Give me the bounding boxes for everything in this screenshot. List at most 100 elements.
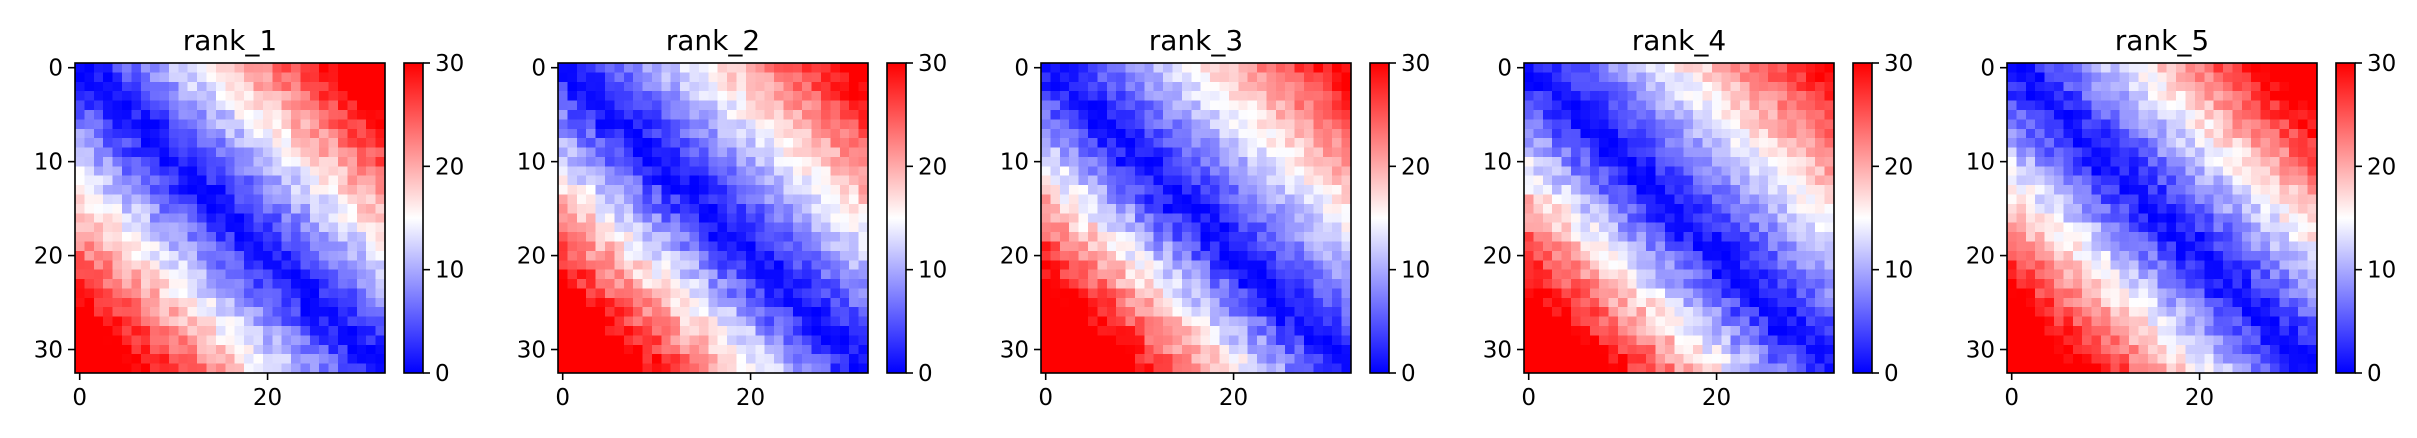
heatmap-cell (1524, 269, 1534, 280)
heatmap-cell (1041, 109, 1051, 120)
heatmap-cell (1702, 354, 1713, 365)
heatmap-cell (1617, 326, 1628, 337)
heatmap-cell (1674, 138, 1685, 149)
heatmap-cell (1294, 316, 1305, 327)
heatmap-cell (103, 156, 114, 167)
heatmap-cell (1749, 91, 1760, 102)
heatmap-cell (661, 213, 672, 224)
heatmap-cell (576, 138, 587, 149)
heatmap-cell (830, 222, 841, 233)
heatmap-cell (1304, 326, 1315, 337)
heatmap-cell (783, 166, 794, 177)
heatmap-cell (783, 363, 794, 374)
heatmap-cell (1524, 166, 1534, 177)
heatmap-cell (1313, 326, 1324, 337)
heatmap-cell (1181, 72, 1192, 83)
heatmap-cell (1542, 363, 1553, 374)
heatmap-cell (309, 185, 320, 196)
heatmap-cell (1655, 213, 1666, 224)
heatmap-cell (576, 260, 587, 271)
heatmap-cell (253, 156, 264, 167)
heatmap-cell (2232, 128, 2243, 139)
heatmap-cell (1285, 307, 1296, 318)
heatmap-cell (1304, 175, 1315, 186)
heatmap-cell (112, 307, 123, 318)
heatmap-cell (187, 232, 198, 243)
heatmap-cell (792, 185, 803, 196)
heatmap-cell (103, 109, 114, 120)
heatmap-cell (1683, 194, 1694, 205)
heatmap-cell (717, 297, 728, 308)
heatmap-cell (1332, 297, 1343, 308)
heatmap-cell (698, 335, 709, 346)
heatmap-cell (1087, 166, 1098, 177)
heatmap-cell (1097, 279, 1108, 290)
heatmap-cell (802, 175, 813, 186)
heatmap-cell (1304, 128, 1315, 139)
heatmap-cell (849, 128, 860, 139)
heatmap-cell (1257, 335, 1268, 346)
heatmap-cell (1134, 147, 1145, 158)
heatmap-cell (1125, 63, 1136, 73)
heatmap-cell (2279, 138, 2290, 149)
heatmap-cell (1059, 203, 1070, 214)
heatmap-cell (197, 363, 208, 374)
heatmap-cell (206, 128, 217, 139)
heatmap-cell (2298, 175, 2309, 186)
heatmap-cell (159, 307, 170, 318)
heatmap-cell (1191, 91, 1202, 102)
heatmap-cell (1702, 194, 1713, 205)
heatmap-cell (159, 363, 170, 374)
heatmap-cell (1041, 213, 1051, 224)
heatmap-cell (93, 147, 104, 158)
heatmap-cell (1153, 156, 1164, 167)
heatmap-cell (272, 307, 283, 318)
heatmap-cell (375, 279, 386, 290)
heatmap-cell (1200, 288, 1211, 299)
heatmap-cell (1050, 147, 1061, 158)
heatmap-cell (1805, 72, 1816, 83)
heatmap-cell (2072, 128, 2083, 139)
heatmap-cell (234, 269, 245, 280)
heatmap-cell (1824, 279, 1835, 290)
heatmap-cell (2279, 194, 2290, 205)
heatmap-cell (1580, 297, 1591, 308)
heatmap-cell (2213, 128, 2224, 139)
heatmap-cell (1787, 335, 1798, 346)
heatmap-cell (1796, 316, 1807, 327)
heatmap-cell (1163, 138, 1174, 149)
heatmap-cell (1097, 185, 1108, 196)
heatmap-cell (1041, 128, 1051, 139)
heatmap-cell (159, 344, 170, 355)
heatmap-cell (764, 128, 775, 139)
heatmap-cell (1172, 81, 1183, 92)
heatmap-cell (1050, 232, 1061, 243)
heatmap-cell (1561, 297, 1572, 308)
heatmap-cell (1777, 147, 1788, 158)
heatmap-cell (262, 156, 273, 167)
heatmap-cell (717, 72, 728, 83)
heatmap-cell (1824, 269, 1835, 280)
heatmap-cell (1740, 241, 1751, 252)
heatmap-cell (1125, 138, 1136, 149)
heatmap-cell (1711, 175, 1722, 186)
heatmap-cell (103, 269, 114, 280)
heatmap-cell (1721, 194, 1732, 205)
heatmap-cell (1050, 156, 1061, 167)
heatmap-cell (1636, 307, 1647, 318)
heatmap-cell (1322, 203, 1333, 214)
heatmap-cell (262, 326, 273, 337)
heatmap-cell (689, 307, 700, 318)
heatmap-cell (727, 363, 738, 374)
heatmap-cell (2016, 100, 2027, 111)
heatmap-cell (206, 344, 217, 355)
heatmap-cell (75, 354, 85, 365)
heatmap-cell (1069, 213, 1080, 224)
heatmap-cell (150, 326, 161, 337)
heatmap-cell (1646, 72, 1657, 83)
heatmap-cell (698, 175, 709, 186)
heatmap-cell (262, 185, 273, 196)
heatmap-cell (75, 100, 85, 111)
heatmap-cell (2241, 128, 2252, 139)
heatmap-cell (604, 250, 615, 261)
